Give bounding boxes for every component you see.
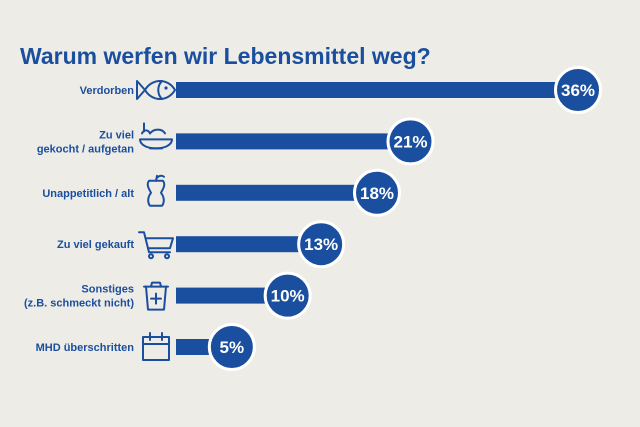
data-label: 21%: [393, 132, 427, 151]
data-label: 36%: [561, 81, 595, 100]
shopping-cart-icon: [138, 231, 174, 260]
data-label: 18%: [360, 184, 394, 203]
category-label: Zu viel gekauft: [57, 239, 134, 251]
category-label: MHD überschritten: [36, 342, 135, 354]
fish-icon: [136, 80, 176, 100]
value-circle: [263, 271, 312, 320]
calendar-icon: [142, 332, 170, 361]
bar: [176, 184, 377, 201]
data-label: 10%: [271, 287, 305, 306]
data-label: 13%: [304, 235, 338, 254]
category-label: Unappetitlich / alt: [42, 188, 134, 200]
data-label: 5%: [220, 338, 245, 357]
bar: [176, 287, 288, 304]
category-label: Zu viel gekocht / aufgetan: [37, 129, 134, 155]
value-circle: [386, 117, 435, 166]
value-circle: [297, 220, 346, 269]
category-label: Verdorben: [80, 85, 135, 97]
bar: [176, 82, 578, 98]
apple-core-icon: [146, 174, 166, 207]
category-label: Sonstiges (z.B. schmeckt nicht): [24, 284, 134, 310]
value-circle: [554, 66, 602, 114]
bowl-icon: [139, 122, 173, 150]
bar: [176, 133, 411, 150]
value-circle: [207, 323, 256, 371]
trash-bin-icon: [143, 281, 169, 311]
value-circle: [353, 168, 401, 217]
bar: [176, 236, 322, 253]
chart-title: Warum werfen wir Lebensmittel weg?: [20, 43, 431, 69]
